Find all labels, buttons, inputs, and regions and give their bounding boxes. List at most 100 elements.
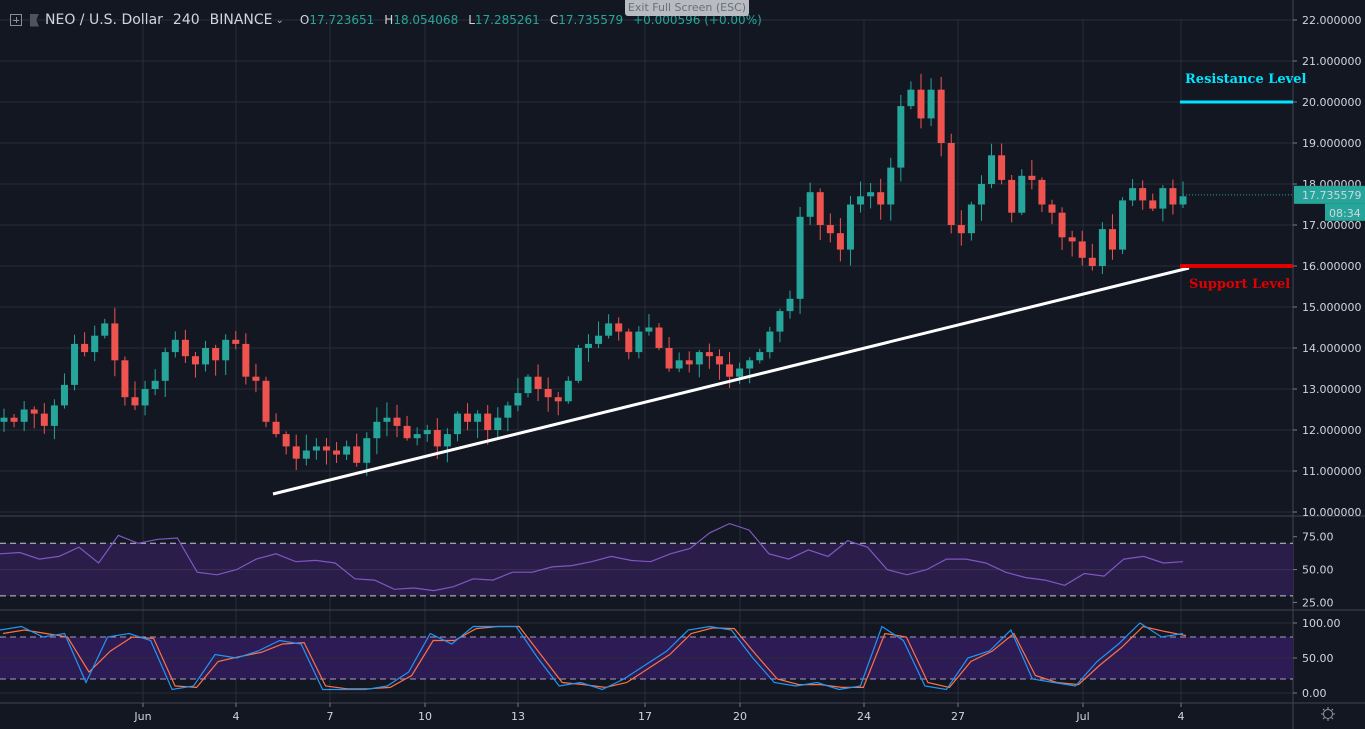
price-tick-label: 20.000000 — [1302, 96, 1362, 109]
price-tick-label: 17.000000 — [1302, 219, 1362, 232]
candle-body — [151, 380, 159, 389]
candle-body — [443, 434, 451, 447]
resistance-label: Resistance Level — [1185, 72, 1306, 87]
settings-gear-icon[interactable] — [1320, 706, 1336, 722]
countdown-badge — [1325, 203, 1365, 221]
candle-body — [1179, 196, 1187, 205]
candle-body — [867, 192, 875, 197]
candle-body — [796, 216, 804, 299]
candle-body — [383, 417, 391, 422]
candle-body — [967, 204, 975, 234]
candle-body — [373, 421, 381, 439]
candle-body — [1129, 188, 1137, 201]
candle-body — [574, 348, 582, 381]
candle-body — [917, 89, 925, 119]
high-value: 18.054068 — [393, 13, 459, 27]
exit-fullscreen-button[interactable]: Exit Full Screen (ESC) — [625, 0, 749, 16]
candle-body — [977, 184, 985, 205]
candle-body — [312, 446, 320, 451]
candle-body — [1048, 204, 1056, 213]
candle-body — [1159, 188, 1167, 209]
rsi-tick-label: 75.00 — [1302, 531, 1334, 544]
candle-body — [252, 376, 260, 381]
candle-body — [776, 311, 784, 332]
price-tick-label: 15.000000 — [1302, 301, 1362, 314]
candle-body — [584, 343, 592, 348]
candles — [0, 73, 1187, 476]
candle-body — [554, 397, 562, 402]
stoch-k-line — [0, 622, 1184, 691]
candle-body — [655, 327, 663, 348]
compare-plus-icon[interactable] — [10, 14, 22, 26]
candle-body — [1098, 229, 1106, 266]
interval-label[interactable]: 240 — [172, 12, 200, 28]
symbol-legend: NEO / U.S. Dollar 240 BINANCE ⌄ O 17.7236… — [10, 10, 762, 30]
rsi-line — [0, 522, 1184, 592]
candle-body — [464, 413, 472, 422]
price-tick-label: 11.000000 — [1302, 465, 1362, 478]
candle-body — [1169, 188, 1177, 205]
price-tick-label: 13.000000 — [1302, 383, 1362, 396]
candle-body — [1068, 237, 1076, 242]
time-tick-label: Jul — [1075, 710, 1089, 723]
price-tick-label: 22.000000 — [1302, 14, 1362, 27]
candle-body — [514, 393, 522, 406]
candle-body — [937, 89, 945, 143]
candle-body — [60, 384, 68, 406]
candle-body — [121, 360, 129, 398]
candle-body — [826, 225, 834, 234]
candle-body — [756, 352, 764, 361]
candle-body — [494, 417, 502, 430]
candle-body — [413, 434, 421, 439]
candle-body — [1038, 179, 1046, 205]
candle-body — [746, 360, 754, 369]
time-tick-label: 24 — [857, 710, 871, 723]
candle-body — [1058, 212, 1066, 238]
ohlc-values: O 17.723651 H 18.054068 L 17.285261 C 17.735… — [300, 13, 623, 27]
candle-body — [242, 343, 250, 377]
candle-body — [988, 155, 996, 184]
open-value: 17.723651 — [309, 13, 375, 27]
candle-body — [20, 409, 28, 422]
price-tick-label: 19.000000 — [1302, 137, 1362, 150]
candle-body — [333, 450, 341, 455]
candle-body — [353, 446, 361, 463]
rsi-tick-label: 50.00 — [1302, 564, 1334, 577]
stoch-tick-label: 0.00 — [1302, 687, 1327, 700]
candle-body — [605, 323, 613, 336]
price-tick-label: 10.000000 — [1302, 506, 1362, 519]
flag-icon[interactable] — [30, 13, 39, 27]
candle-body — [81, 343, 89, 353]
candle-body — [0, 417, 8, 422]
candle-body — [1018, 175, 1026, 213]
candle-body — [322, 446, 330, 451]
candle-body — [161, 352, 169, 381]
close-label: C — [549, 13, 559, 27]
candle-body — [685, 360, 693, 365]
candle-body — [635, 331, 643, 353]
candle-body — [484, 413, 492, 430]
candle-body — [877, 192, 885, 205]
candle-body — [806, 192, 814, 217]
candle-body — [141, 389, 149, 406]
chevron-down-icon[interactable]: ⌄ — [275, 14, 284, 26]
rsi-tick-label: 25.00 — [1302, 596, 1334, 609]
candle-body — [1119, 200, 1127, 250]
high-label: H — [384, 13, 394, 27]
candle-body — [403, 425, 411, 439]
candle-body — [625, 331, 633, 353]
price-tick-label: 16.000000 — [1302, 260, 1362, 273]
candle-body — [1088, 257, 1096, 266]
candle-body — [887, 167, 895, 205]
time-tick-label: 4 — [1178, 710, 1185, 723]
price-tick-label: 12.000000 — [1302, 424, 1362, 437]
candle-body — [665, 348, 673, 369]
exchange-label[interactable]: BINANCE — [209, 12, 273, 28]
candle-body — [393, 417, 401, 426]
candle-body — [846, 204, 854, 250]
symbol-title[interactable]: NEO / U.S. Dollar — [45, 12, 163, 28]
candle-body — [111, 323, 119, 361]
candle-body — [857, 196, 865, 205]
candle-body — [907, 89, 915, 107]
